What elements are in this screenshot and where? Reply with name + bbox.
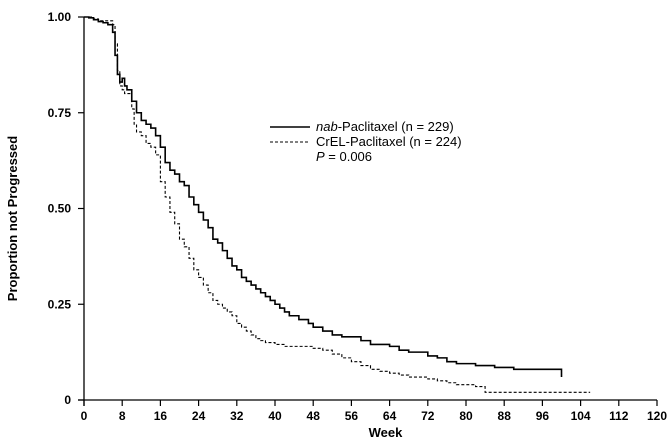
x-tick-label: 72: [421, 409, 435, 423]
legend-label-series-1: CrEL-Paclitaxel (n = 224): [316, 134, 462, 149]
legend-label-series-0-rest: -Paclitaxel (n = 229): [338, 119, 454, 134]
x-tick-label: 24: [192, 409, 206, 423]
y-tick-label: 0: [64, 393, 71, 407]
x-tick-label: 80: [459, 409, 473, 423]
p-value-prefix: P: [316, 149, 325, 164]
y-tick-label: 0.75: [48, 106, 72, 120]
series-layer: [84, 16, 591, 393]
series-line-1: [84, 16, 591, 393]
y-tick-label: 1.00: [48, 10, 72, 24]
y-axis-title: Proportion not Progressed: [5, 136, 20, 301]
x-tick-label: 40: [268, 409, 282, 423]
legend-label-series-0: nab-Paclitaxel (n = 229): [316, 119, 454, 134]
p-value-text: = 0.006: [325, 149, 372, 164]
x-tick-label: 120: [647, 409, 667, 423]
x-tick-label: 56: [345, 409, 359, 423]
legend-label-series-1-rest: CrEL-Paclitaxel (n = 224): [316, 134, 462, 149]
x-tick-label: 48: [307, 409, 321, 423]
x-tick-label: 112: [609, 409, 629, 423]
x-tick-label: 88: [498, 409, 512, 423]
x-axis-title: Week: [369, 425, 403, 440]
p-value-annotation: P = 0.006: [316, 149, 372, 164]
x-tick-label: 16: [154, 409, 168, 423]
series-line-0: [84, 16, 563, 378]
y-tick-label: 0.25: [48, 297, 72, 311]
axes-layer: 0 8 16 24 32 40 48 56 64 72 80 88 96 104 112 120 0 0.25 0.…: [5, 10, 667, 440]
x-tick-label: 8: [119, 409, 126, 423]
x-tick-label: 64: [383, 409, 397, 423]
y-tick-label: 0.50: [48, 202, 72, 216]
x-tick-label: 32: [230, 409, 244, 423]
legend-label-series-0-italic: nab: [316, 119, 338, 134]
x-tick-label: 96: [536, 409, 550, 423]
x-tick-label: 104: [571, 409, 591, 423]
x-tick-label: 0: [81, 409, 88, 423]
legend: nab-Paclitaxel (n = 229) CrEL-Paclitaxel…: [270, 119, 462, 164]
